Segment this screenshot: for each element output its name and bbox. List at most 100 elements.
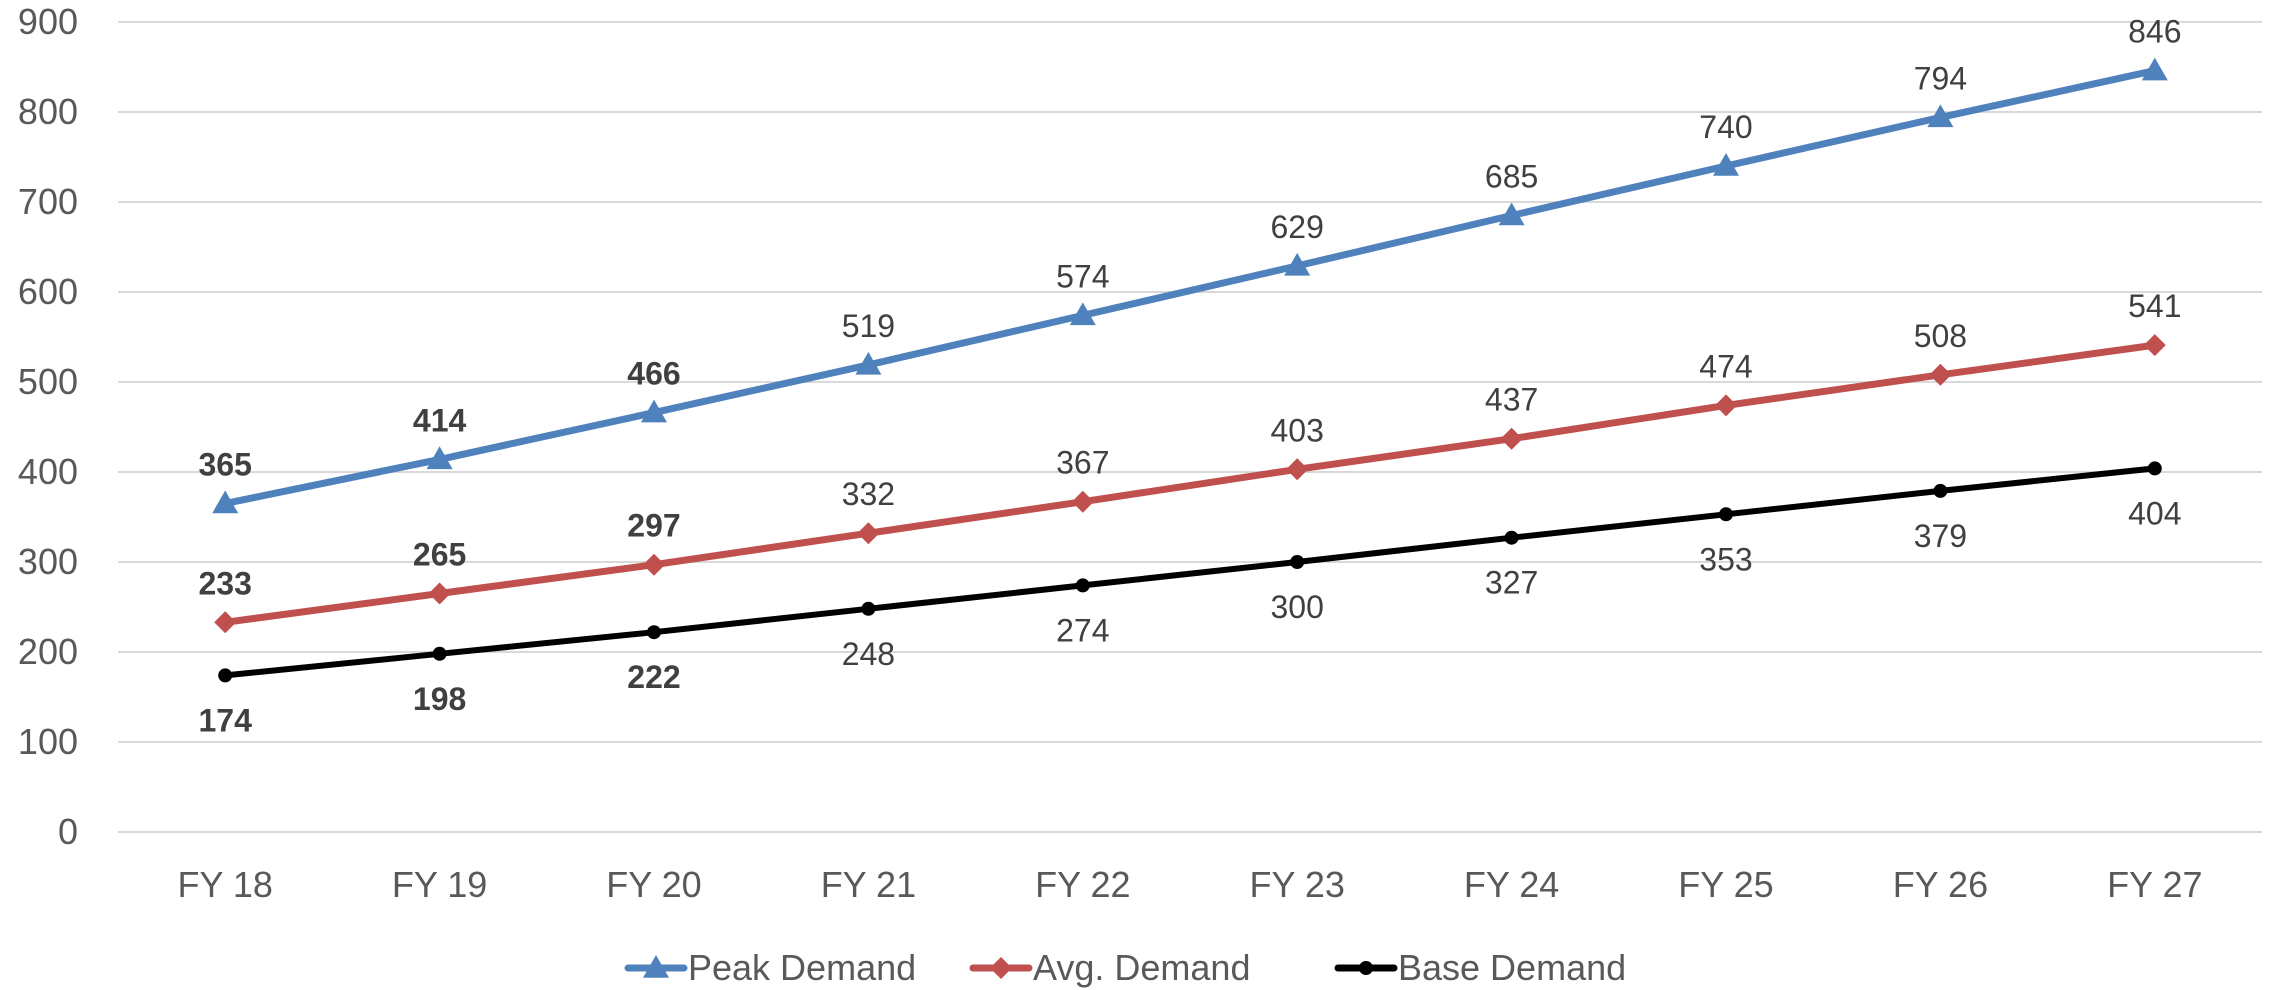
data-label-base-demand: 327	[1485, 565, 1538, 601]
y-tick-label: 200	[18, 631, 78, 672]
data-label-avg-demand: 332	[842, 476, 895, 512]
y-axis: 0 100 200 300 400 500 600 700 800 900	[18, 1, 78, 852]
data-label-peak-demand: 574	[1056, 258, 1109, 294]
x-tick-label: FY 19	[392, 864, 487, 905]
data-label-peak-demand: 846	[2128, 14, 2181, 50]
data-point-peak-demand	[1284, 252, 1311, 276]
data-point-avg-demand	[214, 611, 237, 634]
data-point-peak-demand	[2141, 57, 2168, 81]
data-label-peak-demand: 414	[413, 402, 467, 438]
data-point-avg-demand	[428, 582, 451, 605]
data-point-base-demand	[1504, 530, 1519, 545]
legend-label-avg-demand: Avg. Demand	[1033, 947, 1250, 988]
data-label-avg-demand: 297	[627, 508, 680, 544]
x-tick-label: FY 21	[821, 864, 916, 905]
data-label-avg-demand: 508	[1914, 318, 1967, 354]
data-label-peak-demand: 365	[199, 447, 252, 483]
y-tick-label: 600	[18, 271, 78, 312]
data-label-base-demand: 274	[1056, 612, 1109, 648]
legend: Peak Demand Avg. Demand Base Demand	[624, 947, 1626, 988]
data-point-avg-demand	[857, 522, 880, 545]
data-label-base-demand: 404	[2128, 495, 2181, 531]
data-label-avg-demand: 233	[199, 565, 252, 601]
data-label-avg-demand: 437	[1485, 382, 1538, 418]
data-point-base-demand	[1290, 555, 1305, 569]
y-tick-label: 800	[18, 91, 78, 132]
data-point-peak-demand	[1498, 202, 1525, 226]
data-point-base-demand	[432, 646, 447, 661]
y-tick-label: 700	[18, 181, 78, 222]
series-line-peak-demand	[221, 67, 2159, 507]
data-point-avg-demand	[1500, 427, 1523, 450]
data-point-base-demand	[647, 625, 661, 640]
x-tick-label: FY 27	[2107, 864, 2202, 905]
series-peak-demand	[212, 57, 2168, 514]
legend-marker-base-demand	[1359, 961, 1373, 975]
y-tick-label: 100	[18, 721, 78, 762]
y-tick-label: 900	[18, 1, 78, 42]
legend-item-base-demand: Base Demand	[1334, 947, 1626, 988]
data-point-avg-demand	[1715, 394, 1737, 417]
data-label-base-demand: 198	[413, 681, 466, 717]
data-point-avg-demand	[2143, 334, 2166, 357]
data-point-base-demand	[1719, 507, 1733, 522]
data-point-base-demand	[1075, 578, 1090, 593]
y-tick-label: 500	[18, 361, 78, 402]
data-point-peak-demand	[855, 351, 882, 375]
data-point-base-demand	[218, 668, 233, 683]
legend-label-peak-demand: Peak Demand	[688, 947, 916, 988]
series-base-demand	[218, 461, 2162, 683]
series-avg-demand	[214, 334, 2166, 634]
x-tick-label: FY 25	[1678, 864, 1773, 905]
data-point-peak-demand	[1069, 302, 1096, 326]
data-label-base-demand: 300	[1271, 589, 1324, 625]
data-label-base-demand: 174	[199, 702, 253, 738]
data-point-peak-demand	[1713, 153, 1739, 176]
data-point-avg-demand	[1929, 363, 1952, 386]
legend-label-base-demand: Base Demand	[1398, 947, 1626, 988]
x-tick-label: FY 18	[177, 864, 272, 905]
data-point-peak-demand	[212, 490, 239, 514]
data-label-avg-demand: 367	[1056, 445, 1109, 481]
series-layer	[212, 57, 2168, 683]
x-tick-label: FY 26	[1893, 864, 1988, 905]
data-label-avg-demand: 474	[1699, 348, 1752, 384]
data-point-avg-demand	[643, 553, 665, 576]
data-point-avg-demand	[1071, 490, 1094, 513]
y-tick-label: 400	[18, 451, 78, 492]
data-label-base-demand: 353	[1699, 541, 1752, 577]
data-point-base-demand	[2147, 461, 2162, 476]
series-line-base-demand	[222, 465, 2158, 679]
legend-marker-peak-demand	[643, 955, 669, 978]
legend-item-peak-demand: Peak Demand	[624, 947, 916, 988]
x-axis: FY 18 FY 19 FY 20 FY 21 FY 22 FY 23 FY 24 FY 25…	[177, 864, 2202, 905]
data-point-base-demand	[861, 601, 876, 616]
data-label-base-demand: 248	[842, 636, 895, 672]
data-point-peak-demand	[426, 446, 453, 470]
data-labels: 365 414 466 519 574 629 685 740 794 846 233 265 297 3…	[199, 14, 2182, 739]
data-point-peak-demand	[641, 399, 667, 423]
data-label-avg-demand: 403	[1271, 412, 1324, 448]
data-label-peak-demand: 519	[842, 308, 895, 344]
y-tick-label: 300	[18, 541, 78, 582]
data-label-avg-demand: 541	[2128, 288, 2181, 324]
x-tick-label: FY 24	[1464, 864, 1559, 905]
data-point-base-demand	[1933, 483, 1948, 498]
legend-item-avg-demand: Avg. Demand	[969, 947, 1250, 988]
data-label-peak-demand: 629	[1271, 209, 1324, 245]
data-label-peak-demand: 466	[627, 356, 680, 392]
data-label-peak-demand: 740	[1699, 109, 1752, 145]
data-label-peak-demand: 794	[1914, 60, 1967, 96]
x-tick-label: FY 23	[1249, 864, 1344, 905]
x-tick-label: FY 22	[1035, 864, 1130, 905]
y-tick-label: 0	[58, 811, 78, 852]
x-tick-label: FY 20	[606, 864, 701, 905]
data-label-base-demand: 222	[627, 659, 680, 695]
data-point-avg-demand	[1286, 458, 1309, 481]
data-label-peak-demand: 685	[1485, 159, 1538, 195]
data-point-peak-demand	[1927, 104, 1954, 128]
legend-marker-avg-demand	[990, 957, 1012, 979]
series-line-avg-demand	[221, 341, 2159, 626]
data-label-base-demand: 379	[1914, 518, 1967, 554]
